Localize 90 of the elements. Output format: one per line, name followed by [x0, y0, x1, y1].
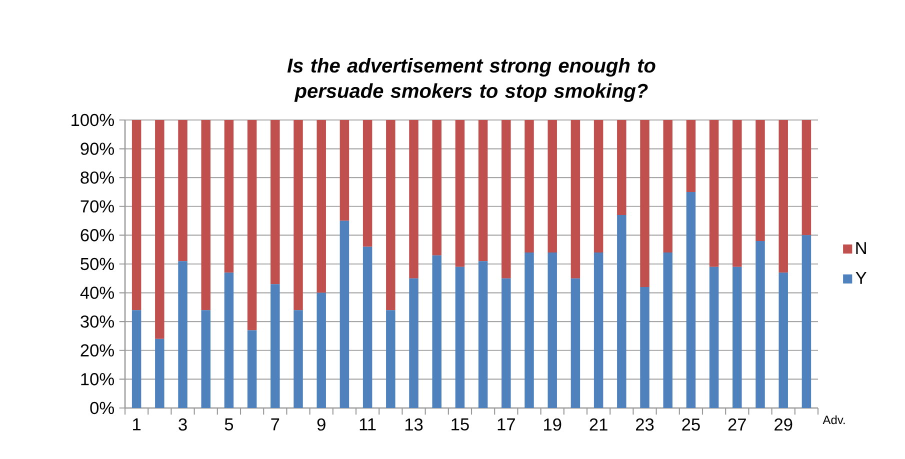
bar: [640, 287, 650, 408]
bar: [548, 120, 557, 252]
bar: [732, 266, 742, 408]
y-tick-label: 80%: [80, 171, 114, 184]
bar: [524, 252, 534, 408]
x-tick-label: 1: [133, 418, 141, 430]
bar: [524, 120, 534, 252]
bar: [409, 278, 418, 408]
x-tick-label: 27: [728, 418, 746, 430]
bar: [548, 252, 557, 408]
bar: [201, 310, 210, 408]
bar: [478, 120, 488, 262]
x-tick-label: 25: [682, 418, 700, 431]
y-tick-label: 100%: [72, 114, 114, 126]
bar: [270, 120, 280, 284]
bar: [756, 120, 765, 241]
y-tick-label: 10%: [81, 373, 114, 386]
bar: [756, 240, 765, 408]
bar: [224, 120, 234, 273]
x-tick-label: 19: [544, 418, 562, 431]
bar: [178, 120, 188, 262]
bar: [663, 120, 672, 252]
bar: [802, 120, 812, 236]
bar: [409, 120, 418, 278]
chart-title: Is the advertisement strong enough to persuade smokers to stop smoking?: [287, 58, 656, 102]
bar: [502, 278, 511, 408]
y-tick-label: 50%: [80, 258, 114, 270]
bar: [386, 120, 396, 310]
bar: [247, 330, 257, 408]
bar: [201, 120, 210, 310]
y-tick-label: 0%: [90, 402, 114, 414]
bar: [270, 284, 280, 408]
bar: [686, 120, 696, 192]
bar: [362, 120, 372, 247]
bar: [709, 120, 719, 267]
legend-label: N: [856, 242, 866, 254]
bar: [570, 278, 580, 408]
bar: [570, 120, 580, 278]
bar: [316, 120, 326, 293]
bar: [686, 192, 696, 408]
bar: [594, 252, 604, 408]
x-tick-label: 9: [317, 418, 326, 431]
bar: [247, 120, 257, 330]
bar: [778, 272, 788, 408]
x-tick-label: 29: [774, 418, 792, 431]
bar: [316, 292, 326, 408]
bar: [294, 120, 303, 310]
y-tick-label: 20%: [80, 344, 114, 357]
bar: [802, 235, 812, 408]
bar: [340, 220, 350, 408]
bar: [640, 120, 650, 288]
x-tick-label: 7: [271, 418, 280, 430]
x-tick-label: 3: [178, 418, 187, 431]
x-tick-label: 5: [224, 418, 234, 430]
x-axis-title: Adv.: [822, 415, 845, 424]
x-tick-label: 17: [498, 418, 515, 430]
x-tick-label: 15: [452, 418, 469, 430]
bar: [432, 120, 442, 256]
bar: [732, 120, 742, 267]
x-tick-label: 13: [405, 418, 423, 431]
bar: [778, 120, 788, 273]
bar: [455, 120, 465, 267]
bar: [340, 120, 350, 221]
y-tick-label: 60%: [80, 229, 114, 242]
x-tick-label: 23: [636, 418, 654, 431]
bar: [617, 215, 626, 408]
bar: [224, 272, 234, 408]
bar: [294, 310, 303, 408]
bar: [386, 310, 396, 408]
bar: [178, 261, 188, 408]
bar: [663, 252, 672, 408]
bar: [709, 266, 719, 408]
bar: [132, 120, 142, 310]
bar: [132, 310, 142, 408]
bar: [155, 338, 164, 408]
bar: [432, 255, 442, 408]
bar: [362, 246, 372, 408]
y-tick-label: 70%: [80, 200, 114, 213]
bar: [478, 261, 488, 408]
y-tick-label: 30%: [80, 315, 114, 328]
x-tick-label: 21: [590, 418, 608, 430]
y-tick-label: 40%: [80, 286, 114, 299]
legend-label: Y: [856, 272, 866, 284]
bar: [502, 120, 511, 278]
y-tick-label: 90%: [80, 142, 114, 155]
x-tick-label: 11: [360, 418, 376, 430]
bar: [594, 120, 604, 252]
bar: [617, 120, 626, 216]
bar: [155, 120, 164, 339]
bar: [455, 266, 465, 408]
